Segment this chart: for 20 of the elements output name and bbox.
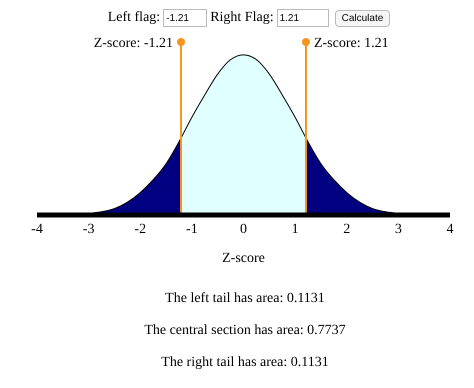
ref-line-label: Z-score: 1.21 <box>314 36 389 51</box>
x-axis-title: Z-score <box>222 251 265 266</box>
text: Left flag: <box>108 10 160 26</box>
left-field: -1.21 <box>163 9 208 27</box>
text: The left tail has area: 0.1131 <box>164 291 326 307</box>
x-tick-label: 4 <box>446 222 454 237</box>
x-tick-label: 3 <box>394 222 402 237</box>
x-tick-label: -1 <box>186 222 198 237</box>
right-field: 1.21 <box>276 9 329 27</box>
x-tick-label: -4 <box>31 222 43 237</box>
x-tick-label: 2 <box>343 222 350 237</box>
x-tick-label: -2 <box>134 222 146 237</box>
ref-line-label: Z-score: -1.21 <box>94 36 174 51</box>
x-tick-label: 0 <box>240 222 247 237</box>
x-tick-label: 1 <box>292 222 299 237</box>
text: The central section has area: 0.7737 <box>143 323 347 339</box>
text: The right tail has area: 0.1131 <box>160 355 330 371</box>
text: Calculate <box>334 10 390 26</box>
x-tick-label: -3 <box>82 222 94 237</box>
text: Right Flag: <box>210 10 274 26</box>
